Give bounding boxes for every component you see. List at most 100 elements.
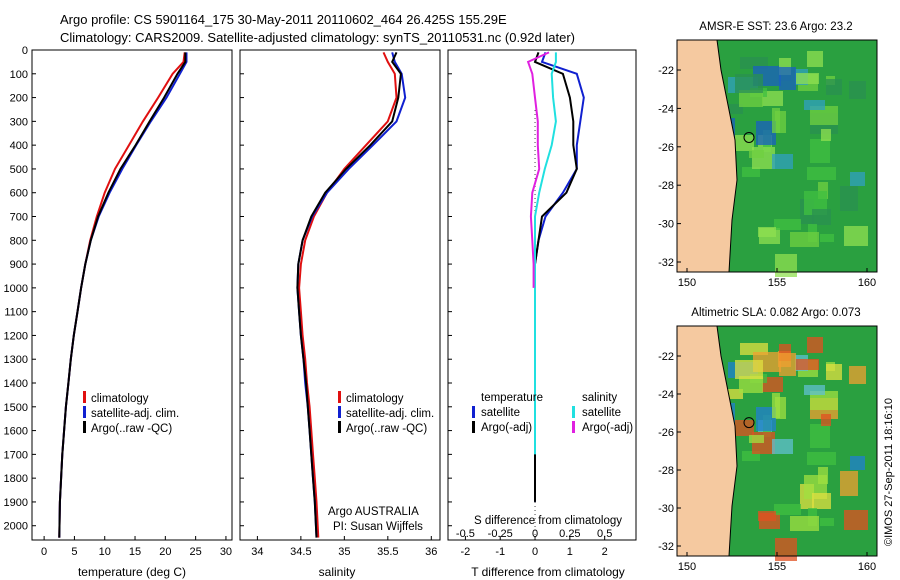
field-patch <box>796 73 819 84</box>
field-patch <box>742 451 760 461</box>
series-line <box>526 51 550 288</box>
legend-swatch-temp-satellite <box>472 406 475 418</box>
field-patch <box>735 420 754 436</box>
x-tick-label: 35 <box>338 546 350 558</box>
temperature-legend: climatology satellite-adj. clim. Argo(..… <box>83 391 179 435</box>
field-patch <box>772 108 780 133</box>
depth-axis: 0 100 200 300 400 500 600 700 800 900 1000 1100 1200… <box>4 45 452 533</box>
field-patch <box>772 393 780 418</box>
sst-map: -22 -24 -26 -28 -30 -32 150 155 160 <box>658 39 878 289</box>
field-patch <box>818 182 828 199</box>
lon-tick-label: 160 <box>858 277 876 289</box>
sst-map-title: AMSR-E SST: 23.6 Argo: 23.2 <box>699 21 852 33</box>
legend-swatch-sal-argo <box>572 421 575 433</box>
field-patch <box>850 172 865 186</box>
field-patch <box>775 397 786 419</box>
x-tick-label-salinity: 0.5 <box>597 528 612 540</box>
field-patch <box>775 538 797 561</box>
depth-tick-label: 1800 <box>4 473 28 485</box>
x-tick-label: 5 <box>71 546 77 558</box>
field-patch <box>826 79 842 95</box>
depth-tick-label: 1400 <box>4 378 28 390</box>
field-patch <box>810 106 838 125</box>
chart-title-line1: Argo profile: CS 5901164_175 30-May-2011… <box>60 12 507 27</box>
x-tick-label: 20 <box>159 546 171 558</box>
field-patch <box>821 414 831 426</box>
difference-xlabel: T difference from climatology <box>471 565 625 579</box>
salinity-panel: 34 34.5 35 35.5 36 <box>251 51 437 558</box>
field-patch <box>840 471 858 496</box>
field-patch <box>772 439 793 454</box>
x-tick-label: -2 <box>461 546 471 558</box>
legend-label-argo: Argo(..raw -QC) <box>346 423 427 435</box>
difference-top-axis-label: S difference from climatology <box>474 515 622 527</box>
depth-tick-label: 1900 <box>4 497 28 509</box>
legend-swatch-argo <box>83 421 86 433</box>
lat-tick-label: -28 <box>658 180 674 192</box>
series-line <box>296 51 402 538</box>
field-patch <box>840 186 858 211</box>
copyright-stamp-svg: ©IMOS 27-Sep-2011 18:16:10 <box>883 398 895 546</box>
depth-tick-label: 100 <box>10 69 28 81</box>
depth-tick-label: 1100 <box>4 307 28 319</box>
argo-float-marker <box>743 131 755 143</box>
field-patch <box>804 385 825 395</box>
salinity-legend: climatology satellite-adj. clim. Argo(..… <box>338 391 434 435</box>
depth-tick-label: 1600 <box>4 426 28 438</box>
series-line <box>534 52 557 455</box>
series-line <box>58 52 188 538</box>
field-patch <box>849 81 866 99</box>
field-patch <box>758 227 776 237</box>
field-patch <box>812 209 831 225</box>
lat-tick-label: -22 <box>658 351 674 363</box>
difference-panel-frame <box>447 49 637 541</box>
field-patch <box>735 360 763 379</box>
depth-tick-label: 0 <box>22 45 28 57</box>
field-patch <box>820 234 834 242</box>
lat-tick-label: -26 <box>658 427 674 439</box>
x-tick-label: 30 <box>220 546 232 558</box>
lon-tick-label: 160 <box>858 561 876 573</box>
field-patch <box>774 504 801 515</box>
depth-tick-label: 2000 <box>4 521 28 533</box>
x-tick-label: 25 <box>190 546 202 558</box>
temperature-xlabel: temperature (deg C) <box>78 565 186 579</box>
lon-tick-label: 150 <box>678 277 696 289</box>
field-patch <box>821 129 831 141</box>
difference-legend: temperature salinity satellite Argo(-adj… <box>472 392 633 434</box>
lat-tick-label: -24 <box>658 103 674 115</box>
legend-label-sal-argo: Argo(-adj) <box>582 422 633 434</box>
field-patch <box>749 435 764 443</box>
lat-tick-label: -24 <box>658 389 674 401</box>
copyright-stamp: ©IMOS 27-Sep-2011 18:16:10 <box>880 348 896 548</box>
field-patch <box>775 254 797 277</box>
salinity-note-program: Argo AUSTRALIA <box>328 506 419 518</box>
field-patch <box>807 337 823 353</box>
lat-tick-label: -26 <box>658 142 674 154</box>
x-tick-label-salinity: -0.5 <box>456 528 475 540</box>
field-patch <box>756 121 776 145</box>
field-patch <box>810 139 830 163</box>
field-patch <box>739 90 763 107</box>
series-line <box>298 51 398 538</box>
depth-tick-label: 600 <box>10 188 28 200</box>
legend-label-satellite: satellite-adj. clim. <box>346 408 434 420</box>
legend-label-climatology: climatology <box>346 393 404 405</box>
field-patch <box>749 150 764 158</box>
x-tick-label: 1 <box>567 546 573 558</box>
sla-map: -22 -24 -26 -28 -30 -32 150 155 160 <box>658 325 878 573</box>
field-patch <box>796 359 819 370</box>
field-patch <box>790 516 819 531</box>
depth-tick-label: 900 <box>10 259 28 271</box>
x-tick-label: 0 <box>41 546 47 558</box>
lat-tick-label: -30 <box>658 219 674 231</box>
x-tick-label: 15 <box>129 546 141 558</box>
depth-tick-label: 1700 <box>4 449 28 461</box>
depth-tick-label: 500 <box>10 164 28 176</box>
field-patch <box>779 353 796 376</box>
lon-tick-label: 155 <box>768 277 786 289</box>
field-patch <box>810 424 830 448</box>
x-tick-label: 36 <box>425 546 437 558</box>
field-patch <box>844 510 868 530</box>
